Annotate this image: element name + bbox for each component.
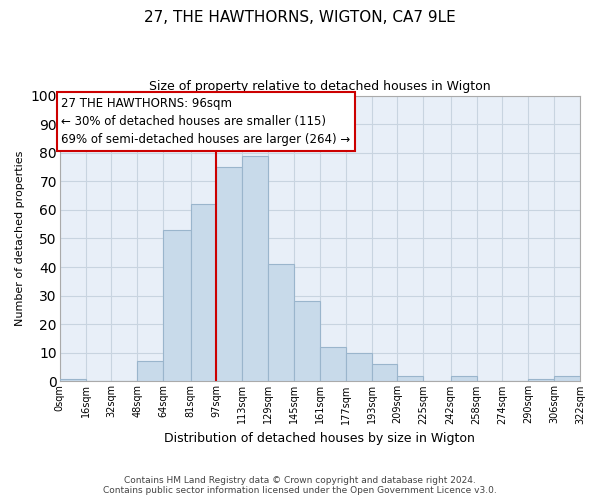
Text: 27, THE HAWTHORNS, WIGTON, CA7 9LE: 27, THE HAWTHORNS, WIGTON, CA7 9LE [144,10,456,25]
Bar [163,230,191,382]
Bar [268,264,294,382]
Bar [320,347,346,382]
Bar [191,204,217,382]
Bar [137,362,163,382]
Bar [294,302,320,382]
Bar [346,353,371,382]
Bar [528,378,554,382]
Bar [217,167,242,382]
Bar [60,378,86,382]
Bar [451,376,476,382]
Bar [397,376,423,382]
Title: Size of property relative to detached houses in Wigton: Size of property relative to detached ho… [149,80,491,93]
Bar [554,376,580,382]
Bar [242,156,268,382]
Y-axis label: Number of detached properties: Number of detached properties [15,151,25,326]
Bar [371,364,397,382]
X-axis label: Distribution of detached houses by size in Wigton: Distribution of detached houses by size … [164,432,475,445]
Text: 27 THE HAWTHORNS: 96sqm
← 30% of detached houses are smaller (115)
69% of semi-d: 27 THE HAWTHORNS: 96sqm ← 30% of detache… [61,97,350,146]
Text: Contains HM Land Registry data © Crown copyright and database right 2024.
Contai: Contains HM Land Registry data © Crown c… [103,476,497,495]
